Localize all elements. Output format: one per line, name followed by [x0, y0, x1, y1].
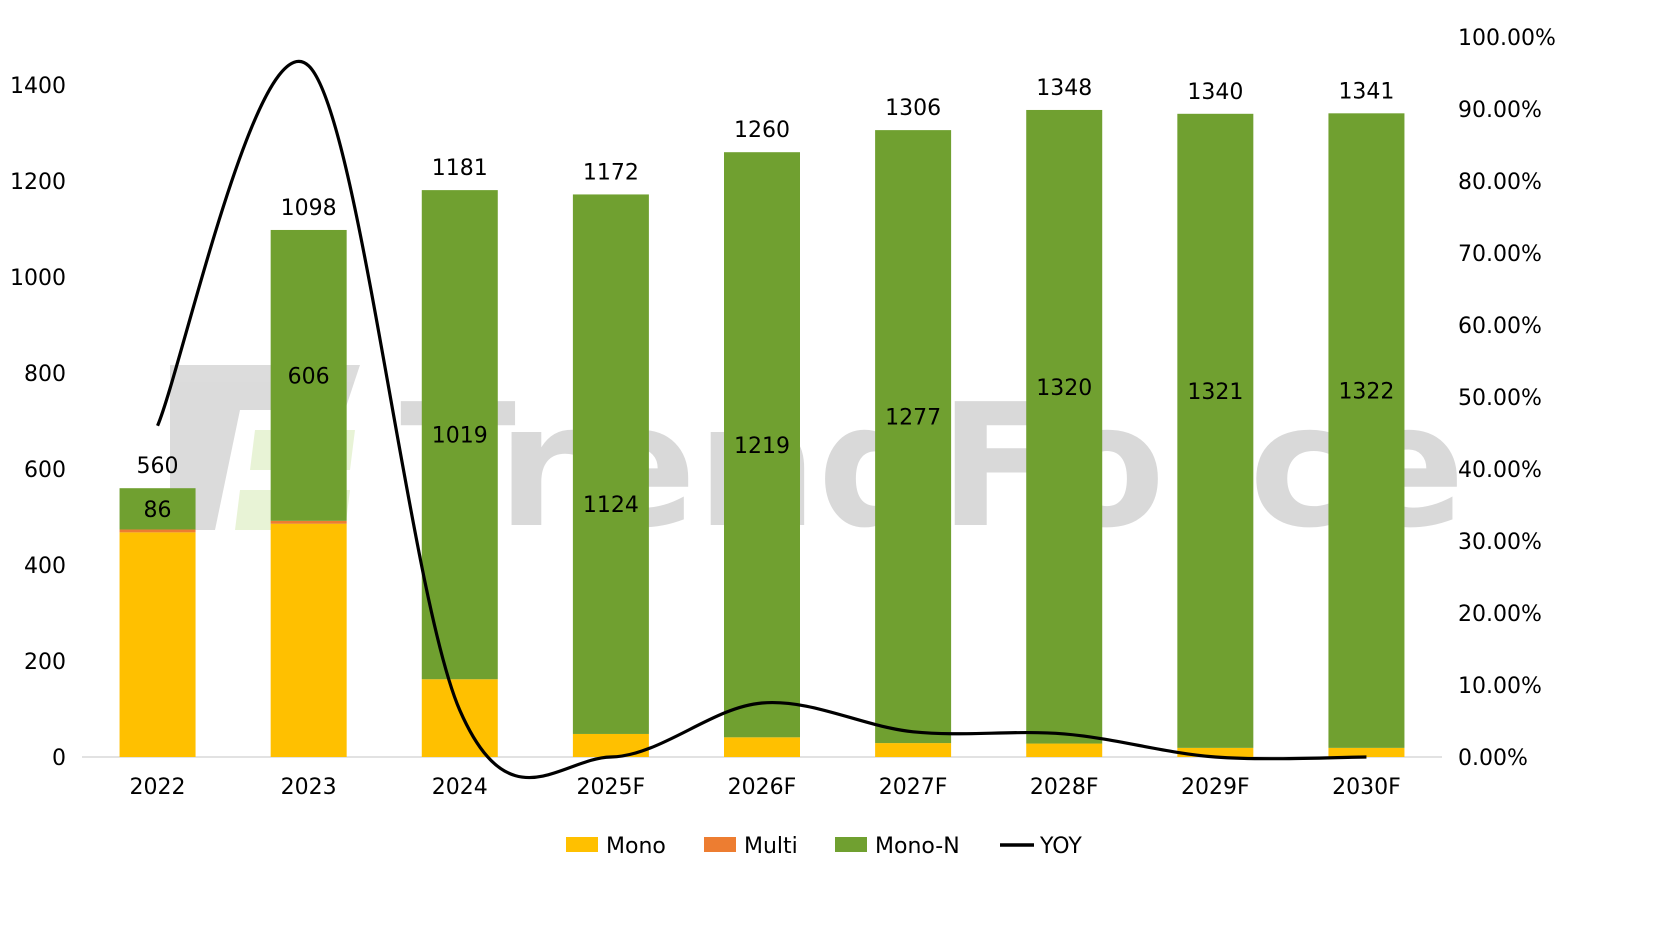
legend-item-multi: Multi [704, 834, 798, 859]
x-tick-label: 2024 [432, 775, 488, 800]
x-tick-label: 2026F [728, 775, 797, 800]
data-label-mono-n: 86 [144, 498, 172, 523]
bar-segment-mono [119, 532, 196, 757]
data-label-total: 1098 [281, 196, 337, 221]
y-tick-label: 1000 [10, 266, 66, 291]
y-tick-label: 200 [24, 650, 66, 675]
bar-segment-mono [875, 743, 952, 757]
data-label-total: 1172 [583, 160, 639, 185]
data-label-mono-n: 1019 [432, 424, 488, 449]
y2-tick-label: 90.00% [1458, 98, 1542, 123]
y-axis-right: 0.00% 10.00% 20.00% 30.00% 40.00% 50.00% 60.00… [1458, 26, 1556, 771]
x-tick-label: 2022 [130, 775, 186, 800]
bar-segment-multi [270, 520, 347, 524]
data-label-total: 1306 [885, 96, 941, 121]
bar-segment-mono-n [1177, 113, 1254, 748]
y2-tick-label: 100.00% [1458, 26, 1556, 51]
yoy-line [156, 60, 1367, 780]
watermark: TrendForce [170, 365, 1465, 566]
bar-segment-mono-n [270, 229, 347, 521]
data-label-total: 1340 [1187, 80, 1243, 105]
data-label-mono-n: 1321 [1187, 380, 1243, 405]
data-label-mono-n: 1219 [734, 434, 790, 459]
bar-segment-mono-n [724, 152, 800, 738]
bar-segment-mono-n [119, 488, 196, 530]
bar-segment-mono-n [572, 194, 649, 734]
legend-label: Multi [744, 834, 798, 859]
data-label-mono-n: 606 [288, 364, 330, 389]
legend-label: Mono-N [875, 834, 960, 859]
y2-tick-label: 70.00% [1458, 242, 1542, 267]
bar-segment-mono-n [1328, 113, 1405, 748]
legend: Mono Multi Mono-N YOY [566, 834, 1082, 859]
x-tick-label: 2028F [1030, 775, 1099, 800]
bar-segment-mono [724, 737, 800, 757]
data-label-total: 560 [137, 454, 179, 479]
y-tick-label: 0 [52, 746, 66, 771]
y2-tick-label: 80.00% [1458, 170, 1542, 195]
x-tick-label: 2023 [281, 775, 337, 800]
bar-segment-multi [119, 529, 196, 533]
x-axis-labels: 2022 2023 2024 2025F 2026F 2027F 2028F 2029F 203… [130, 775, 1401, 800]
bars [119, 109, 1405, 757]
bar-segment-mono [572, 733, 649, 757]
x-tick-label: 2030F [1332, 775, 1401, 800]
y-tick-label: 400 [24, 554, 66, 579]
x-tick-label: 2027F [879, 775, 948, 800]
bar-segment-mono [1328, 747, 1405, 757]
data-label-total: 1181 [432, 156, 488, 181]
x-tick-label: 2029F [1181, 775, 1250, 800]
bar-segment-mono [1177, 747, 1254, 757]
legend-swatch [835, 837, 867, 852]
legend-label: YOY [1039, 834, 1082, 859]
data-label-total: 1348 [1036, 76, 1092, 101]
y2-tick-label: 20.00% [1458, 602, 1542, 627]
bar-segment-mono [1026, 743, 1103, 757]
y2-tick-label: 0.00% [1458, 746, 1528, 771]
legend-item-yoy: YOY [1000, 834, 1082, 859]
data-label-mono-n: 1320 [1036, 376, 1092, 401]
y-tick-label: 1400 [10, 74, 66, 99]
bar-segment-mono-n [1026, 109, 1103, 744]
y-tick-label: 800 [24, 362, 66, 387]
data-label-mono-n: 1322 [1338, 380, 1394, 405]
y-tick-label: 600 [24, 458, 66, 483]
data-label-total: 1260 [734, 118, 790, 143]
y2-tick-label: 30.00% [1458, 530, 1542, 555]
legend-swatch [566, 837, 598, 852]
total-labels: 560 1098 1181 1172 1260 1306 1348 1340 1341 [137, 76, 1395, 479]
data-label-mono-n: 1277 [885, 406, 941, 431]
legend-item-mono: Mono [566, 834, 666, 859]
y-tick-label: 1200 [10, 170, 66, 195]
y2-tick-label: 50.00% [1458, 386, 1542, 411]
inner-labels: 86 606 1019 1124 1219 1277 1320 1321 1322 [144, 364, 1395, 522]
bar-segment-mono-n [875, 130, 952, 744]
bar-segment-mono [421, 679, 498, 757]
y2-tick-label: 60.00% [1458, 314, 1542, 339]
y2-tick-label: 40.00% [1458, 458, 1542, 483]
legend-swatch [704, 837, 736, 852]
bar-segment-mono-n [421, 190, 498, 680]
x-tick-label: 2025F [577, 775, 646, 800]
data-label-total: 1341 [1338, 79, 1394, 104]
data-label-mono-n: 1124 [583, 493, 639, 518]
bar-segment-mono [270, 523, 347, 757]
y-axis-left: 0 200 400 600 800 1000 1200 1400 [10, 74, 66, 771]
legend-label: Mono [606, 834, 666, 859]
legend-item-mono-n: Mono-N [835, 834, 960, 859]
y2-tick-label: 10.00% [1458, 674, 1542, 699]
